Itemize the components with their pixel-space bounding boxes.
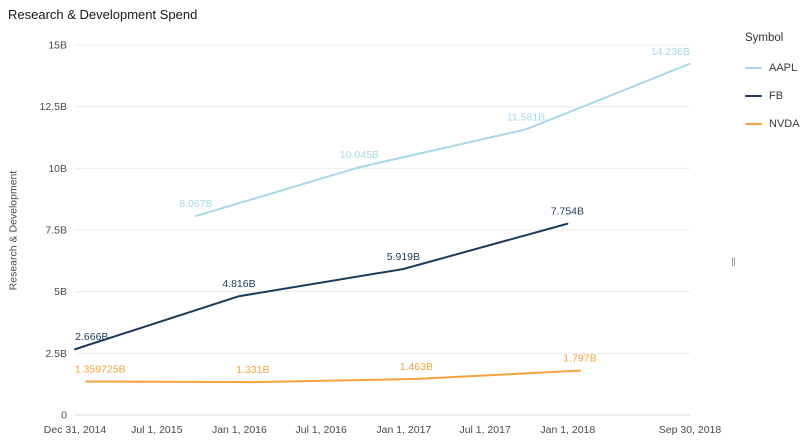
x-tick-label: Sep 30, 2018	[659, 424, 722, 436]
y-tick-label: 10B	[48, 163, 67, 175]
data-label-NVDA: 1.359725B	[75, 363, 126, 375]
data-label-FB: 7.754B	[551, 206, 584, 218]
y-tick-label: 12.5B	[40, 101, 67, 113]
data-label-NVDA: 1.797B	[563, 353, 596, 365]
y-tick-label: 2.5B	[45, 348, 67, 360]
nvda-line-swatch-icon	[745, 123, 762, 125]
plot-area[interactable]: 0 2.5B 5B 7.5B 10B 12.5B 15B Dec 31, 2014 Jul 1,…	[0, 0, 745, 448]
x-tick-label: Jul 1, 2016	[295, 424, 347, 436]
data-label-FB: 4.816B	[222, 278, 255, 290]
x-tick-label: Jan 1, 2018	[540, 424, 595, 436]
data-label-AAPL: 10.045B	[340, 149, 379, 161]
legend-item-label: AAPL	[769, 62, 798, 74]
legend-title: Symbol	[745, 32, 784, 44]
aapl-line-swatch-icon	[745, 67, 762, 69]
data-label-AAPL: 8.067B	[179, 198, 212, 210]
data-label-FB: 2.666B	[75, 331, 108, 343]
chart-title: Research & Development Spend	[8, 7, 198, 22]
series-line-NVDA[interactable]	[85, 369, 581, 384]
y-tick-label: 0	[61, 410, 67, 422]
series-line-AAPL[interactable]	[194, 62, 691, 218]
fb-line-swatch-icon	[745, 95, 762, 97]
legend-item-nvda[interactable]: NVDA	[745, 118, 800, 130]
data-label-FB: 5.919B	[387, 251, 420, 263]
legend-item-fb[interactable]: FB	[745, 90, 800, 102]
legend-item-aapl[interactable]: AAPL	[745, 62, 800, 74]
legend-item-label: FB	[769, 90, 784, 102]
y-tick-label: 7.5B	[45, 225, 67, 237]
x-tick-label: Dec 31, 2014	[44, 424, 107, 436]
data-label-AAPL: 14.236B	[651, 46, 690, 58]
y-tick-label: 15B	[48, 40, 67, 52]
y-tick-label: 5B	[54, 286, 67, 298]
x-tick-label: Jul 1, 2015	[131, 424, 183, 436]
range-drag-handle-icon[interactable]: ‖	[731, 255, 736, 269]
series-line-FB[interactable]	[74, 222, 569, 351]
legend: Symbol AAPL FB NVDA	[745, 32, 800, 146]
x-tick-label: Jul 1, 2017	[459, 424, 511, 436]
x-tick-label: Jan 1, 2016	[212, 424, 267, 436]
x-tick-label: Jan 1, 2017	[376, 424, 431, 436]
data-label-NVDA: 1.331B	[236, 364, 269, 376]
data-label-NVDA: 1.463B	[400, 361, 433, 373]
legend-item-label: NVDA	[769, 118, 800, 130]
data-label-AAPL: 11.581B	[507, 111, 545, 123]
